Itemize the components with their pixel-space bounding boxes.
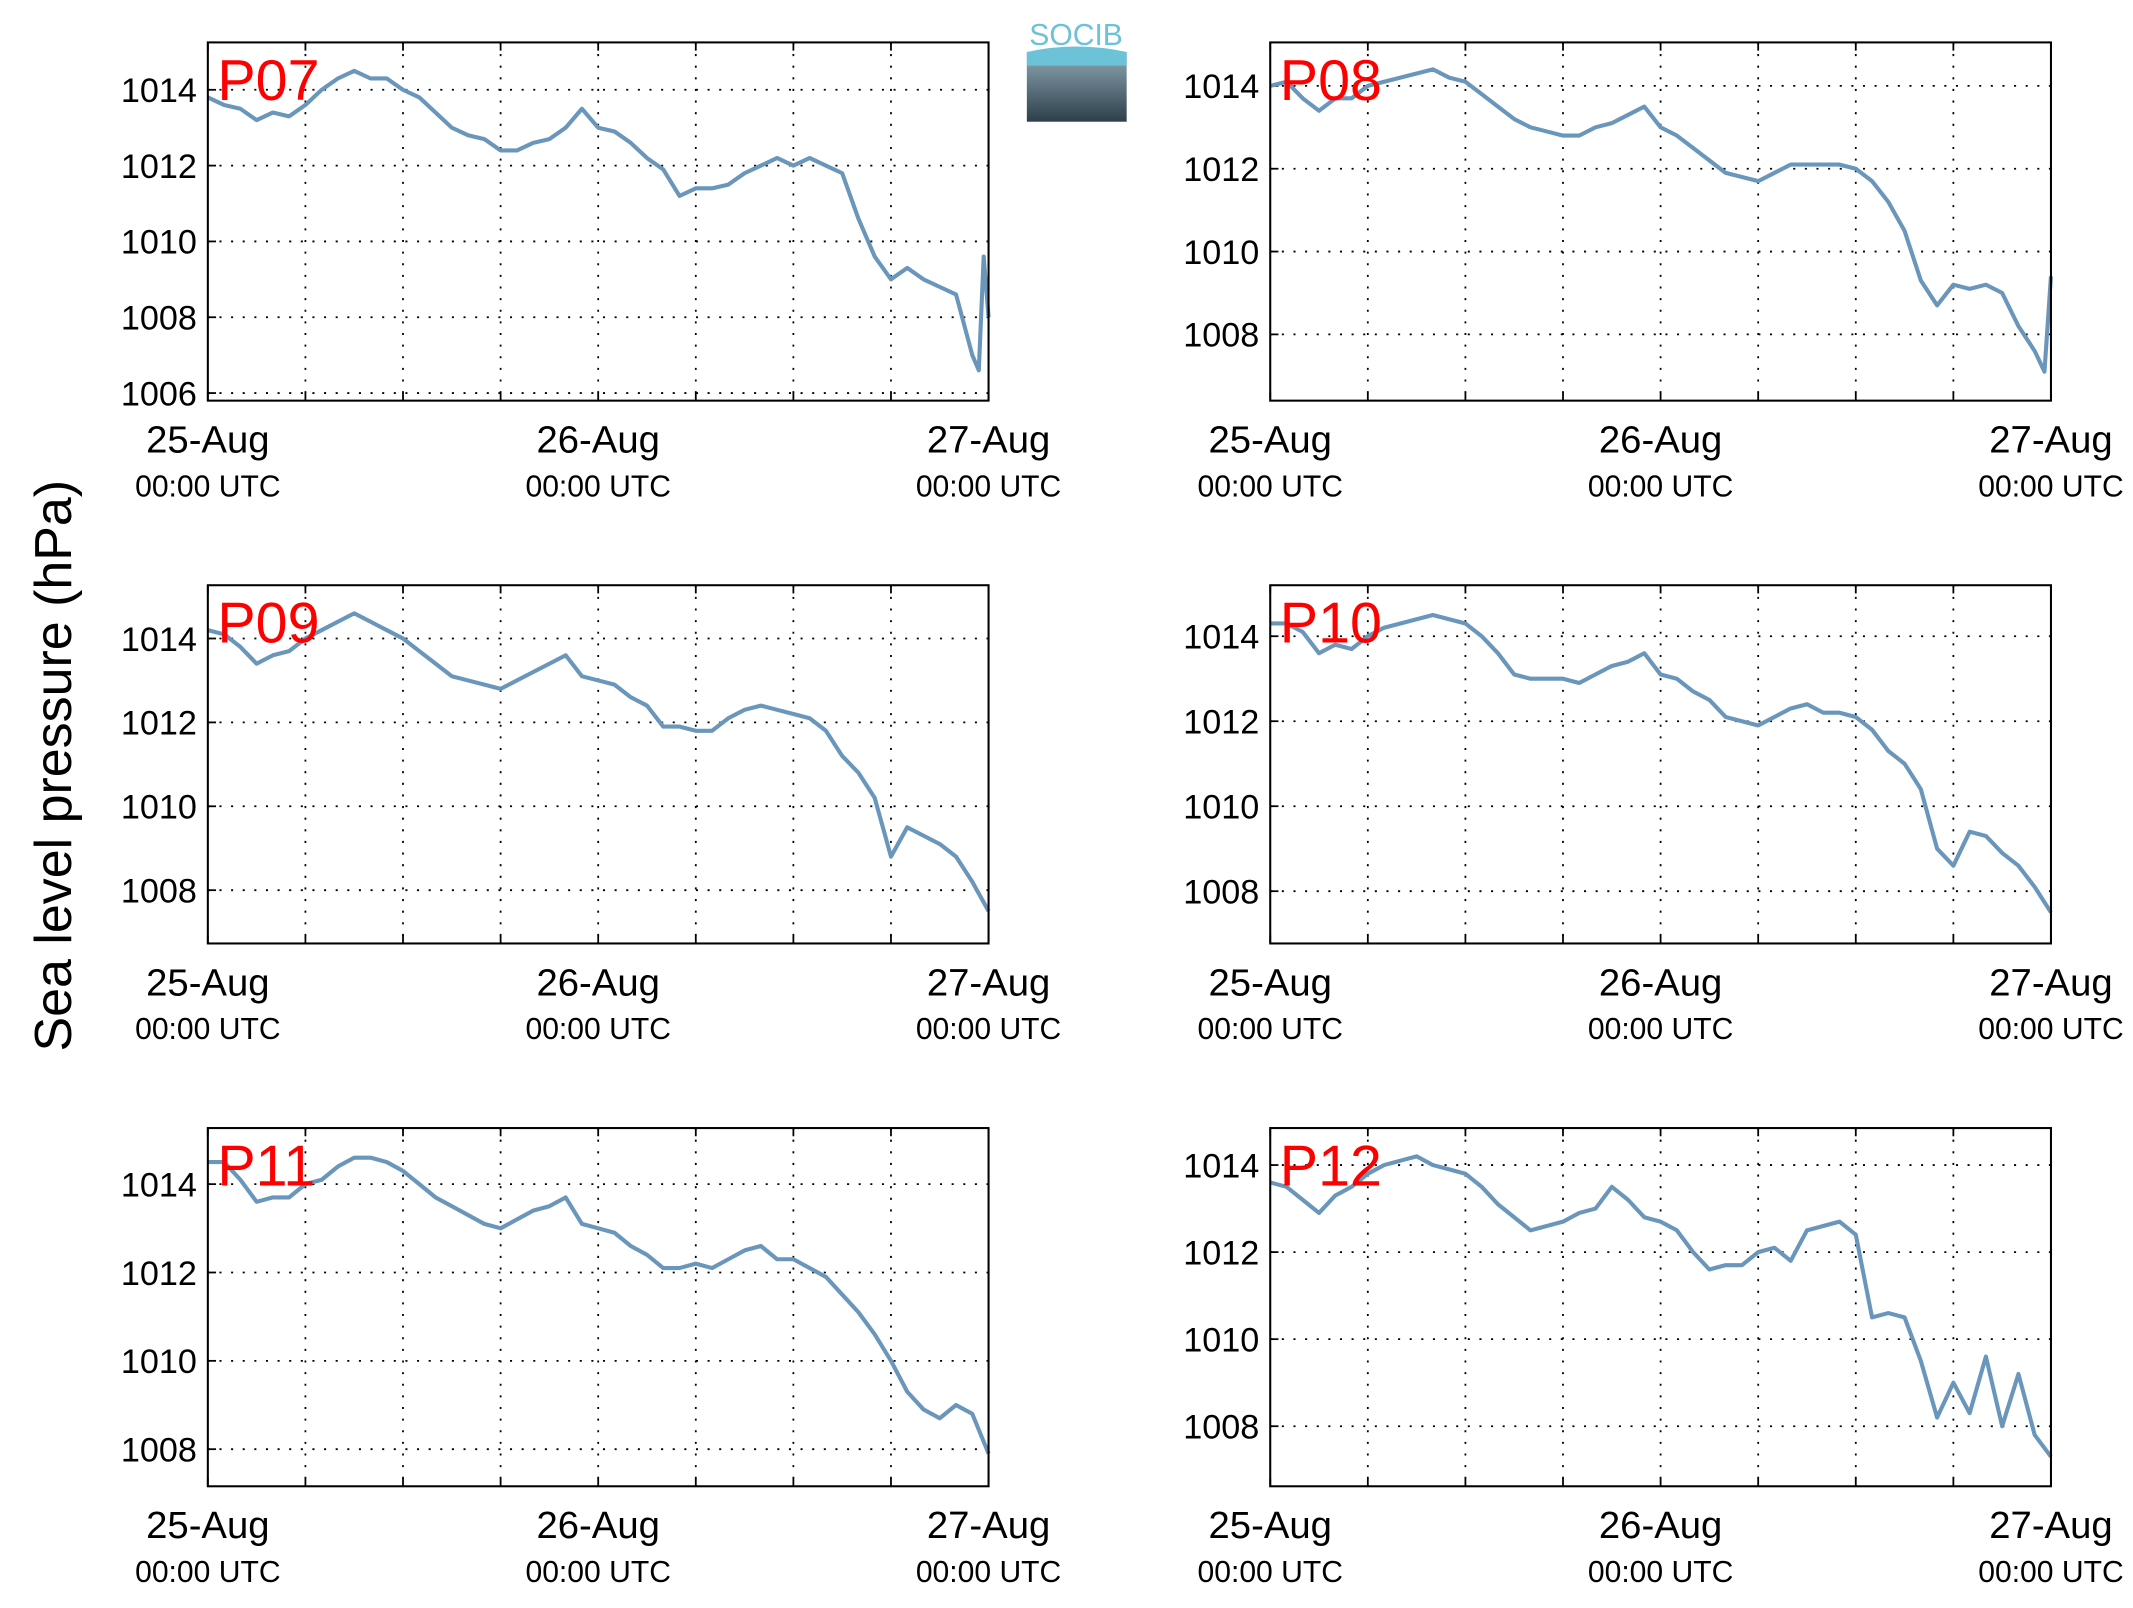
panel: 1008 1010 1012 1014 25-Aug 00:00 UTC 26-Aug 00:… bbox=[1183, 584, 2124, 1046]
x-tick-sublabel: 00:00 UTC bbox=[1588, 1556, 1733, 1589]
x-tick-label: 26-Aug bbox=[1599, 419, 1722, 462]
panel: 1008 1010 1012 1014 25-Aug 00:00 UTC 26-Aug 00:… bbox=[121, 584, 1061, 1046]
x-tick-sublabel: 00:00 UTC bbox=[135, 1556, 280, 1589]
y-tick-label: 1012 bbox=[1183, 704, 1259, 742]
plot-frame bbox=[206, 41, 990, 402]
panel-title: P07 bbox=[217, 49, 319, 113]
logo-text: SOCIB bbox=[1029, 19, 1123, 52]
y-tick-label: 1014 bbox=[1183, 619, 1259, 657]
panel-title: P09 bbox=[217, 592, 319, 656]
panel-title: P12 bbox=[1280, 1134, 1382, 1198]
y-tick-label: 1008 bbox=[121, 300, 197, 338]
x-tick-label: 25-Aug bbox=[146, 1504, 269, 1547]
x-tick-sublabel: 00:00 UTC bbox=[135, 1013, 280, 1046]
y-tick-label: 1008 bbox=[121, 872, 197, 910]
y-tick-label: 1010 bbox=[121, 224, 197, 262]
data-line bbox=[1270, 612, 2053, 914]
x-tick-sublabel: 00:00 UTC bbox=[525, 1013, 670, 1046]
x-tick-sublabel: 00:00 UTC bbox=[525, 470, 670, 503]
x-tick-label: 27-Aug bbox=[927, 1504, 1050, 1547]
plot-frame bbox=[1269, 584, 2052, 945]
y-tick-label: 1010 bbox=[1183, 1321, 1259, 1359]
x-tick-sublabel: 00:00 UTC bbox=[1198, 1013, 1343, 1046]
panel-title: P10 bbox=[1280, 592, 1382, 656]
data-line bbox=[1269, 1154, 2053, 1458]
x-tick-label: 26-Aug bbox=[536, 961, 659, 1004]
x-tick-label: 27-Aug bbox=[927, 419, 1050, 462]
panel: 1008 1010 1012 1014 25-Aug 00:00 UTC 26-Aug 00:… bbox=[1183, 1127, 2124, 1589]
y-tick-label: 1014 bbox=[121, 621, 197, 659]
plot-area bbox=[207, 42, 989, 401]
x-tick-sublabel: 00:00 UTC bbox=[525, 1556, 670, 1589]
plot-frame bbox=[1269, 1127, 2052, 1488]
y-tick-label: 1010 bbox=[1183, 789, 1259, 827]
x-tick-label: 26-Aug bbox=[536, 1504, 659, 1547]
y-tick-label: 1012 bbox=[121, 705, 197, 743]
y-tick-label: 1010 bbox=[1183, 234, 1259, 272]
panel: 1008 1010 1012 1014 25-Aug 00:00 UTC 26-Aug 00:… bbox=[121, 1127, 1061, 1589]
y-tick-label: 1006 bbox=[121, 375, 197, 413]
y-tick-label: 1012 bbox=[1183, 151, 1259, 189]
x-tick-label: 27-Aug bbox=[1989, 419, 2112, 462]
plot-area bbox=[207, 1128, 989, 1487]
y-tick-label: 1008 bbox=[1183, 317, 1259, 355]
x-tick-sublabel: 00:00 UTC bbox=[1978, 470, 2123, 503]
y-axis-label: Sea level pressure (hPa) bbox=[25, 480, 83, 1052]
x-tick-sublabel: 00:00 UTC bbox=[1978, 1013, 2123, 1046]
data-line bbox=[206, 68, 991, 373]
data-line bbox=[207, 611, 991, 913]
x-tick-label: 27-Aug bbox=[927, 961, 1050, 1004]
panel: 1008 1010 1012 1014 25-Aug 00:00 UTC 26-Aug 00:… bbox=[1183, 41, 2124, 503]
x-tick-sublabel: 00:00 UTC bbox=[1198, 1556, 1343, 1589]
x-tick-label: 27-Aug bbox=[1989, 961, 2112, 1004]
y-tick-label: 1012 bbox=[1183, 1234, 1259, 1272]
plot-area bbox=[1270, 585, 2051, 944]
x-tick-sublabel: 00:00 UTC bbox=[916, 1013, 1061, 1046]
x-tick-sublabel: 00:00 UTC bbox=[135, 470, 280, 503]
y-tick-label: 1012 bbox=[121, 1255, 197, 1293]
x-tick-label: 25-Aug bbox=[1209, 1504, 1332, 1547]
x-tick-label: 27-Aug bbox=[1989, 1504, 2112, 1547]
x-tick-label: 25-Aug bbox=[1209, 419, 1332, 462]
y-tick-label: 1012 bbox=[121, 148, 197, 186]
panel-title: P11 bbox=[217, 1134, 315, 1198]
data-line bbox=[1269, 67, 2054, 374]
y-tick-label: 1008 bbox=[1183, 874, 1259, 912]
x-tick-sublabel: 00:00 UTC bbox=[1588, 1013, 1733, 1046]
y-tick-label: 1014 bbox=[1183, 1147, 1259, 1185]
y-tick-label: 1010 bbox=[121, 789, 197, 827]
plot-area bbox=[1270, 42, 2051, 401]
y-tick-label: 1014 bbox=[121, 72, 197, 110]
x-tick-sublabel: 00:00 UTC bbox=[1978, 1556, 2123, 1589]
y-tick-label: 1014 bbox=[121, 1166, 197, 1204]
y-tick-label: 1008 bbox=[1183, 1409, 1259, 1447]
x-tick-sublabel: 00:00 UTC bbox=[1588, 470, 1733, 503]
panel: 1006 1008 1010 1012 1014 25-Aug 00:00 UTC 26-Au… bbox=[121, 41, 1061, 503]
x-tick-label: 26-Aug bbox=[1599, 961, 1722, 1004]
x-tick-label: 26-Aug bbox=[536, 419, 659, 462]
x-tick-label: 25-Aug bbox=[1209, 961, 1332, 1004]
y-tick-label: 1014 bbox=[1183, 68, 1259, 106]
data-line bbox=[207, 1155, 991, 1455]
x-tick-sublabel: 00:00 UTC bbox=[916, 1556, 1061, 1589]
x-tick-sublabel: 00:00 UTC bbox=[916, 470, 1061, 503]
x-tick-label: 26-Aug bbox=[1599, 1504, 1722, 1547]
x-tick-label: 25-Aug bbox=[146, 961, 269, 1004]
y-tick-label: 1010 bbox=[121, 1343, 197, 1381]
x-tick-label: 25-Aug bbox=[146, 419, 269, 462]
plot-frame bbox=[206, 584, 990, 945]
plot-area bbox=[1270, 1128, 2051, 1487]
panel-title: P08 bbox=[1280, 49, 1382, 113]
plot-frame bbox=[206, 1127, 990, 1488]
y-tick-label: 1008 bbox=[121, 1431, 197, 1469]
plot-frame bbox=[1269, 41, 2052, 402]
logo: SOCIB bbox=[1026, 19, 1127, 122]
x-tick-sublabel: 00:00 UTC bbox=[1198, 470, 1343, 503]
logo-wave bbox=[1026, 46, 1127, 66]
